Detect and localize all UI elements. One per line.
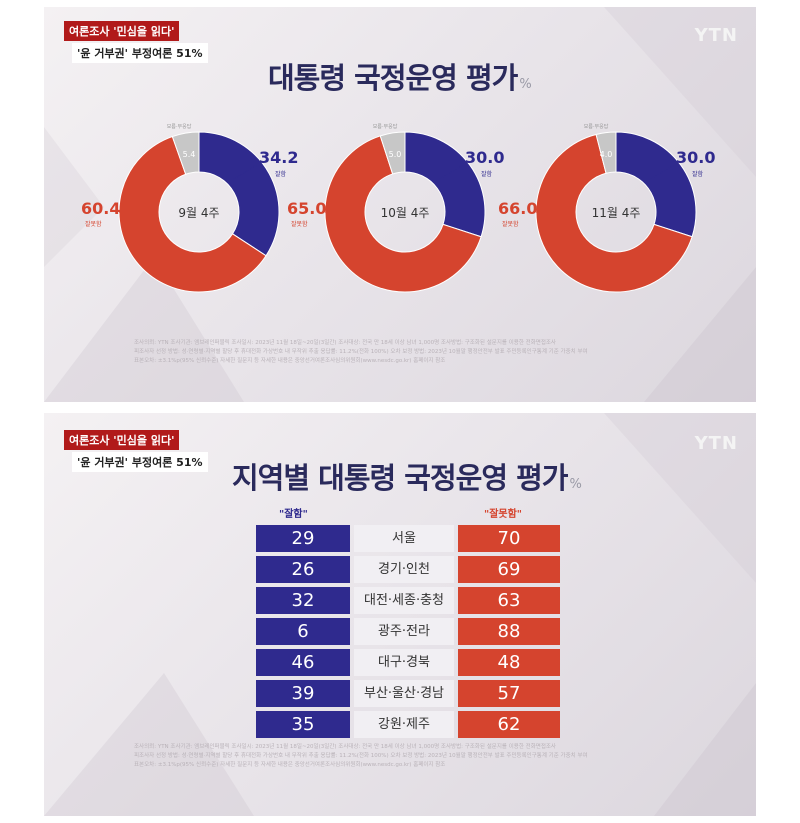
table-row: 6 광주·전라 88 bbox=[256, 618, 560, 645]
unit-label: % bbox=[519, 77, 531, 92]
cell-bad-value: 57 bbox=[458, 680, 560, 707]
headline-badge: '윤 거부권' 부정여론 51% bbox=[72, 452, 208, 472]
table-row: 26 경기·인천 69 bbox=[256, 556, 560, 583]
label-good: 잘함 bbox=[481, 170, 493, 178]
ytn-logo: YTN bbox=[694, 25, 738, 46]
background-triangles bbox=[44, 7, 756, 402]
cell-good-value: 29 bbox=[256, 525, 350, 552]
donut-slice-bad bbox=[324, 135, 482, 293]
cell-bad-value: 69 bbox=[458, 556, 560, 583]
data-label-bad: 60.4 bbox=[81, 199, 120, 218]
cell-region: 광주·전라 bbox=[354, 618, 454, 645]
cell-good-value: 32 bbox=[256, 587, 350, 614]
cell-region: 경기·인천 bbox=[354, 556, 454, 583]
footnote-line: 표본오차: ±3.1%p(95% 신뢰수준) 자세한 질문지 등 자세한 내용은… bbox=[134, 358, 446, 364]
table-row: 29 서울 70 bbox=[256, 525, 560, 552]
page-title: 지역별 대통령 국정운영 평가% bbox=[232, 461, 582, 495]
data-label-unknown: 5.0 bbox=[389, 150, 402, 159]
cell-good-value: 26 bbox=[256, 556, 350, 583]
leader-line bbox=[233, 165, 256, 180]
cell-bad-value: 48 bbox=[458, 649, 560, 676]
donut-slice-good bbox=[198, 131, 280, 257]
donut-period-label: 10월 4주 bbox=[381, 206, 430, 220]
data-label-good: 34.2 bbox=[259, 148, 298, 167]
column-header-good: "잘함" bbox=[279, 509, 308, 520]
donut-slice-good bbox=[615, 131, 697, 238]
table-row: 32 대전·세종·충청 63 bbox=[256, 587, 560, 614]
leader-line bbox=[650, 165, 673, 180]
data-label-good: 30.0 bbox=[465, 148, 504, 167]
cell-bad-value: 63 bbox=[458, 587, 560, 614]
donut-slice-good bbox=[404, 131, 486, 238]
footnote: 조사의뢰: YTN 조사기관: 엠브레인퍼블릭 조사일시: 2023년 11월 … bbox=[134, 743, 694, 770]
data-label-bad: 65.0 bbox=[287, 199, 326, 218]
label-bad: 잘못함 bbox=[502, 220, 519, 228]
cell-region: 서울 bbox=[354, 525, 454, 552]
label-good: 잘함 bbox=[692, 170, 704, 178]
donut-slice-bad bbox=[118, 135, 267, 293]
background-triangles bbox=[44, 413, 756, 816]
unit-label: % bbox=[569, 477, 581, 492]
donut-period-label: 9월 4주 bbox=[178, 206, 219, 220]
label-bad: 잘못함 bbox=[85, 220, 102, 228]
cell-region: 대구·경북 bbox=[354, 649, 454, 676]
cell-region: 부산·울산·경남 bbox=[354, 680, 454, 707]
data-label-unknown: 4.0 bbox=[600, 150, 613, 159]
cell-bad-value: 70 bbox=[458, 525, 560, 552]
donut-slice-unknown bbox=[171, 131, 200, 175]
donut-charts: 9월 4주 34.2 잘함 60.4 잘못함 모름·무응답 5.4 10월 4주 30.0 잘함 6… bbox=[81, 123, 715, 293]
cell-bad-value: 62 bbox=[458, 711, 560, 738]
cell-good-value: 39 bbox=[256, 680, 350, 707]
donut-period-label: 11월 4주 bbox=[592, 206, 641, 220]
cell-region: 대전·세종·충청 bbox=[354, 587, 454, 614]
label-unknown: 모름·무응답 bbox=[167, 123, 192, 130]
column-header-bad: "잘못함" bbox=[484, 509, 523, 520]
footnote-line: 피조사자 선정 방법: 성·연령별·지역별 할당 후 휴대전화 가상번호 내 무… bbox=[134, 349, 588, 355]
survey-badge: 여론조사 '민심을 읽다' bbox=[64, 21, 180, 41]
footnote-line: 조사의뢰: YTN 조사기관: 엠브레인퍼블릭 조사일시: 2023년 11월 … bbox=[134, 744, 556, 750]
label-good: 잘함 bbox=[275, 170, 287, 178]
cell-region: 강원·제주 bbox=[354, 711, 454, 738]
table-row: 39 부산·울산·경남 57 bbox=[256, 680, 560, 707]
page-title: 대통령 국정운영 평가% bbox=[268, 61, 532, 95]
region-panel: 여론조사 '민심을 읽다' '윤 거부권' 부정여론 51% YTN 지역별 대… bbox=[44, 413, 756, 816]
cell-good-value: 35 bbox=[256, 711, 350, 738]
donut-slice-unknown bbox=[595, 131, 617, 174]
donut-slice-bad bbox=[535, 133, 693, 293]
footnote-line: 조사의뢰: YTN 조사기관: 엠브레인퍼블릭 조사일시: 2023년 11월 … bbox=[134, 340, 556, 346]
data-label-unknown: 5.4 bbox=[183, 150, 196, 159]
cell-good-value: 6 bbox=[256, 618, 350, 645]
donut-slice-unknown bbox=[379, 131, 406, 175]
footnote-line: 표본오차: ±3.1%p(95% 신뢰수준) 자세한 질문지 등 자세한 내용은… bbox=[134, 762, 446, 768]
headline-badge: '윤 거부권' 부정여론 51% bbox=[72, 43, 208, 63]
donut-panel: 여론조사 '민심을 읽다' '윤 거부권' 부정여론 51% YTN 대통령 국… bbox=[44, 7, 756, 402]
leader-line bbox=[439, 165, 462, 180]
data-label-bad: 66.0 bbox=[498, 199, 537, 218]
survey-badge: 여론조사 '민심을 읽다' bbox=[64, 430, 180, 450]
label-unknown: 모름·무응답 bbox=[373, 123, 398, 130]
cell-good-value: 46 bbox=[256, 649, 350, 676]
table-row: 46 대구·경북 48 bbox=[256, 649, 560, 676]
ytn-logo: YTN bbox=[694, 433, 738, 454]
table-row: 35 강원·제주 62 bbox=[256, 711, 560, 738]
data-label-good: 30.0 bbox=[676, 148, 715, 167]
label-unknown: 모름·무응답 bbox=[584, 123, 609, 130]
cell-bad-value: 88 bbox=[458, 618, 560, 645]
footnote: 조사의뢰: YTN 조사기관: 엠브레인퍼블릭 조사일시: 2023년 11월 … bbox=[134, 339, 694, 366]
footnote-line: 피조사자 선정 방법: 성·연령별·지역별 할당 후 휴대전화 가상번호 내 무… bbox=[134, 753, 588, 759]
label-bad: 잘못함 bbox=[291, 220, 308, 228]
